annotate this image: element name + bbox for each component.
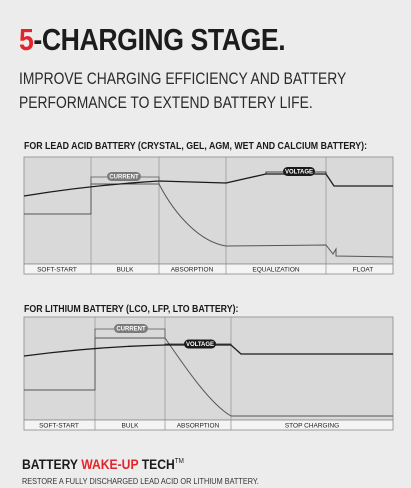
stage-label-bar [23,263,394,275]
lithium-chart: CURRENT VOLTAGE SOFT-START BULK ABSORPTI… [23,316,394,431]
current-badge-label: CURRENT [109,175,139,181]
current-bracket-left [94,328,114,338]
title-number: 5 [19,22,34,57]
chart-frame [23,156,394,265]
lithium-heading: FOR LITHIUM BATTERY (LCO, LFP, LTO BATTE… [24,304,239,315]
voltage-bracket-right [315,171,327,174]
current-bracket-right [148,328,166,338]
stage-label-soft-start: SOFT-START [39,423,79,430]
stage-label-absorption: ABSORPTION [177,423,220,430]
subtitle-line-1: IMPROVE CHARGING EFFICIENCY AND BATTERY [19,70,347,88]
voltage-badge-label: VOLTAGE [186,342,214,348]
current-badge-label: CURRENT [116,327,146,333]
current-curve [24,337,393,417]
voltage-curve [23,344,393,357]
stage-label-equalization: EQUALIZATION [252,267,299,274]
current-curve [24,183,394,258]
stage-label-bulk: BULK [122,423,140,430]
voltage-badge [283,167,315,176]
current-bracket-left [90,176,107,184]
page-subtitle: IMPROVE CHARGING EFFICIENCY AND BATTERY … [19,67,346,115]
voltage-curve [23,173,393,197]
voltage-badge [184,339,216,349]
voltage-bracket-left [265,171,283,174]
trademark-mark: TM [174,458,184,465]
stage-label-stop-charging: STOP CHARGING [285,423,339,430]
stage-label-soft-start: SOFT-START [37,267,77,274]
lead-acid-chart: CURRENT VOLTAGE SOFT-START BULK ABSORPTI… [23,156,394,275]
wakeup-title-a: BATTERY [22,457,82,472]
chart-frame [23,316,394,421]
wakeup-title-c: TECH [138,457,175,472]
stage-label-absorption: ABSORPTION [171,267,214,274]
stage-label-bulk: BULK [117,267,135,274]
current-badge [107,172,141,181]
voltage-bracket-left [164,343,184,345]
stage-label-float: FLOAT [353,267,373,274]
wakeup-tech-heading: BATTERY WAKE-UP TECHTM [22,457,184,472]
page-title: 5-CHARGING STAGE. [19,22,286,58]
lead-acid-heading: FOR LEAD ACID BATTERY (CRYSTAL, GEL, AGM… [24,141,368,152]
voltage-badge-label: VOLTAGE [285,170,313,176]
current-bracket-right [141,176,160,184]
subtitle-line-2: PERFORMANCE TO EXTEND BATTERY LIFE. [19,94,313,112]
wakeup-title-b: WAKE-UP [81,457,139,472]
stage-label-bar [23,419,394,431]
wakeup-description: RESTORE A FULLY DISCHARGED LEAD ACID OR … [22,476,259,486]
stage-dividers [90,157,327,274]
current-badge [114,324,148,333]
voltage-bracket-right [216,343,232,345]
title-text: -CHARGING STAGE. [33,22,286,57]
